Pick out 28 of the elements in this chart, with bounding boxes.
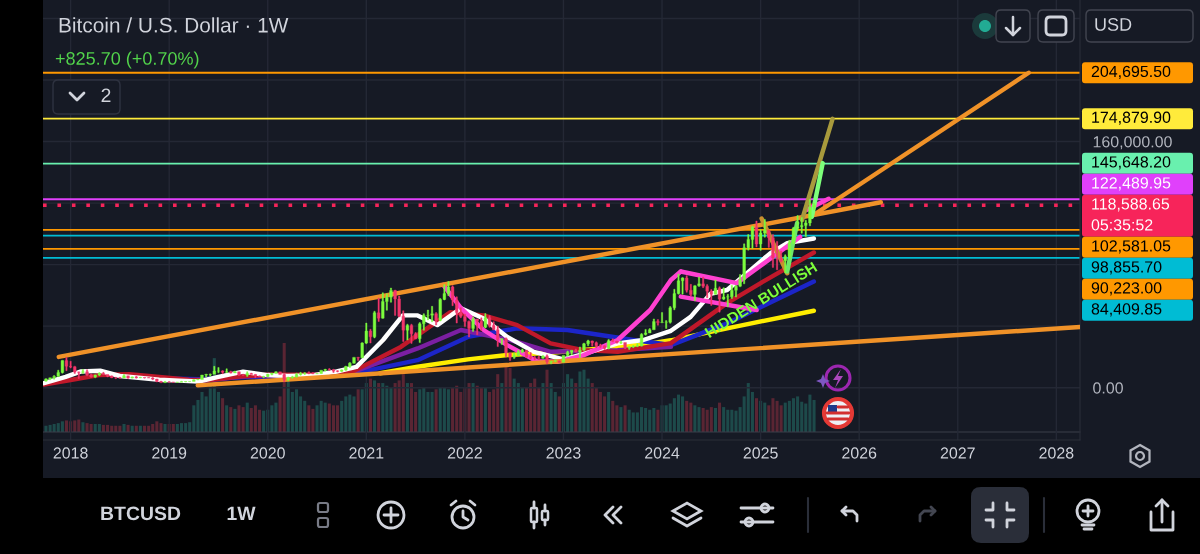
x-tick-label: 2019 — [152, 447, 187, 459]
ref-line-label: 102,581.05 — [1092, 240, 1171, 254]
x-tick-label: 2022 — [447, 447, 482, 459]
text: 1W — [227, 506, 256, 521]
ref-line-label: 90,223.00 — [1091, 282, 1162, 296]
annotation: 2 — [101, 88, 111, 103]
y-tick-label: 0.00 — [1093, 382, 1123, 394]
text: +825.70 (+0.70%) — [55, 51, 199, 69]
ref-line-label: 204,695.50 — [1091, 65, 1171, 79]
x-tick-label: 2020 — [250, 447, 285, 459]
text: Bitcoin / U.S. Dollar · 1W — [59, 17, 289, 33]
ref-line-label: 84,409.85 — [1091, 303, 1162, 317]
text: BTCUSD — [101, 506, 181, 521]
x-tick-label: 2021 — [349, 447, 384, 459]
text: USD — [1095, 18, 1132, 31]
ref-line-label: 118,588.65 05:35:52 — [1091, 198, 1170, 231]
x-tick-label: 2018 — [53, 447, 88, 459]
x-tick-label: 2027 — [940, 447, 975, 459]
x-tick-label: 2026 — [842, 447, 877, 459]
ref-line-label: 174,879.90 — [1092, 111, 1171, 125]
ref-line-label: 98,855.70 — [1091, 261, 1162, 275]
x-tick-label: 2028 — [1039, 447, 1074, 459]
ref-line-label: 145,648.20 — [1092, 156, 1171, 170]
ref-line-label: 122,489.95 — [1092, 177, 1171, 191]
x-tick-label: 2025 — [743, 447, 778, 459]
x-tick-label: 2024 — [645, 447, 680, 459]
y-tick-label: 160,000.00 — [1093, 136, 1172, 150]
x-tick-label: 2023 — [546, 447, 581, 459]
